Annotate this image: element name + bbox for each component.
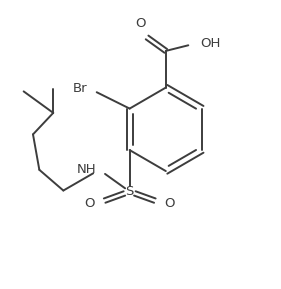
Text: OH: OH: [200, 37, 220, 50]
Text: S: S: [125, 185, 134, 198]
Text: O: O: [85, 197, 95, 210]
Text: O: O: [165, 197, 175, 210]
Text: NH: NH: [77, 163, 97, 176]
Text: Br: Br: [73, 82, 87, 95]
Text: O: O: [135, 17, 146, 30]
